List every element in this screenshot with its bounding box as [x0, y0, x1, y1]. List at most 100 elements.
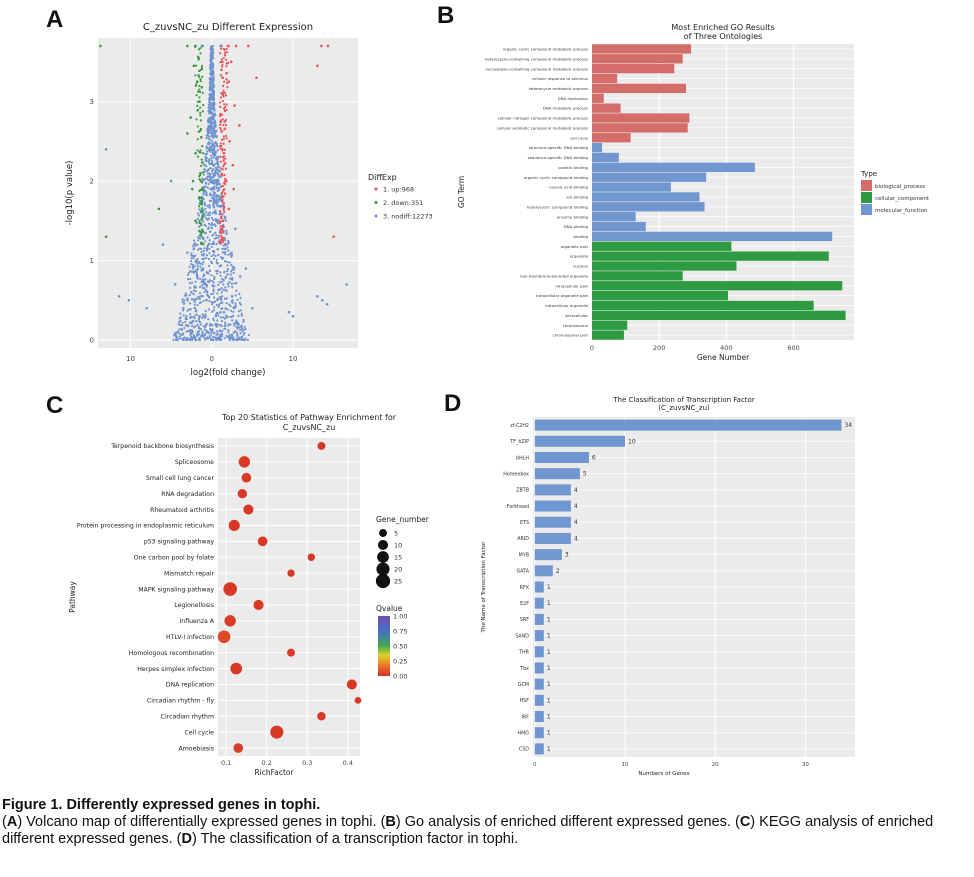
y-tick-label: ARID	[517, 536, 529, 542]
nodiff-point	[239, 296, 242, 299]
nodiff-point	[208, 206, 211, 209]
y-tick-label: zf-C2H2	[510, 423, 529, 429]
y-tick-label: MYB	[519, 552, 529, 558]
color-legend-label: 0.00	[393, 673, 407, 681]
nodiff-point	[183, 299, 186, 302]
nodiff-point	[231, 276, 234, 280]
nodiff-point	[238, 336, 242, 339]
nodiff-point	[218, 204, 221, 208]
nodiff-point	[212, 242, 216, 245]
nodiff-point	[216, 292, 219, 295]
nodiff-point	[202, 173, 205, 176]
go-bar	[592, 93, 604, 103]
nodiff-point	[205, 136, 208, 140]
down-point	[199, 111, 202, 114]
nodiff-point	[226, 243, 229, 246]
nodiff-point	[216, 145, 219, 148]
nodiff-point	[185, 330, 188, 333]
nodiff-point	[202, 268, 205, 271]
down-point	[200, 230, 204, 234]
nodiff-point	[201, 333, 204, 336]
nodiff-point	[212, 101, 215, 104]
down-point	[201, 91, 204, 94]
up-point	[221, 84, 225, 87]
down-point	[194, 219, 197, 223]
nodiff-point	[208, 334, 211, 338]
legend-key	[861, 192, 872, 203]
nodiff-point	[203, 316, 207, 319]
y-tick-label: GATA	[517, 569, 530, 575]
nodiff-point	[239, 325, 242, 328]
down-point	[201, 189, 204, 192]
nodiff-point	[194, 259, 198, 262]
down-point	[199, 151, 202, 154]
nodiff-point	[235, 323, 239, 326]
y-tick-label: cell cycle	[570, 135, 589, 140]
legend-title: DiffExp	[368, 173, 397, 182]
nodiff-point	[202, 220, 205, 223]
nodiff-point	[211, 65, 215, 68]
color-legend-title: Qvalue	[376, 604, 403, 613]
up-point	[255, 76, 258, 80]
nodiff-point	[220, 264, 223, 267]
nodiff-point	[211, 223, 215, 226]
nodiff-point	[215, 156, 219, 159]
nodiff-point	[215, 258, 218, 262]
down-point	[196, 104, 199, 107]
nodiff-point	[203, 185, 207, 188]
nodiff-point	[176, 338, 179, 341]
y-tick-label: p53 signaling pathway	[144, 539, 215, 546]
y-tick-label: organelle	[570, 254, 589, 259]
x-tick-label: 10	[126, 355, 135, 363]
y-tick-label: THR	[518, 650, 530, 656]
nodiff-point	[225, 335, 229, 338]
nodiff-point	[222, 256, 225, 260]
nodiff-point	[237, 314, 240, 317]
nodiff-point	[222, 310, 226, 314]
nodiff-point	[215, 158, 218, 161]
down-point	[201, 206, 204, 210]
nodiff-point	[209, 180, 212, 184]
nodiff-point	[239, 309, 243, 312]
up-point	[222, 188, 225, 191]
y-axis-label: -log10(p value)	[65, 161, 75, 226]
nodiff-point	[226, 239, 230, 242]
nodiff-point	[208, 296, 211, 299]
nodiff-point	[210, 260, 213, 263]
tf-bar	[534, 549, 562, 561]
nodiff-point	[206, 186, 209, 189]
nodiff-point	[214, 180, 217, 183]
nodiff-point	[181, 321, 184, 324]
up-point	[223, 103, 226, 106]
nodiff-point	[212, 281, 215, 284]
nodiff-point	[227, 335, 230, 339]
nodiff-point	[210, 330, 213, 334]
up-point	[221, 92, 225, 95]
y-tick-label: SRF	[520, 617, 529, 623]
down-point	[198, 221, 201, 225]
go-bar	[592, 310, 846, 320]
nodiff-point	[194, 244, 198, 247]
up-point	[220, 58, 223, 61]
tf-bar	[534, 500, 571, 512]
down-point	[99, 44, 102, 48]
pathway-bubble	[317, 712, 326, 721]
nodiff-point	[219, 337, 222, 340]
up-point	[221, 174, 224, 177]
go-bar	[592, 290, 729, 301]
up-point	[222, 56, 225, 60]
nodiff-point	[216, 219, 219, 222]
down-point	[196, 109, 199, 112]
up-point	[219, 160, 222, 163]
down-point	[199, 174, 202, 177]
nodiff-point	[185, 315, 188, 319]
y-tick-label: Rheumatoid arthritis	[150, 507, 214, 514]
y-axis-label: The Name of Transcription Factor	[481, 541, 487, 634]
nodiff-point	[231, 268, 234, 271]
pathway-bubble	[237, 488, 247, 499]
go-bar	[592, 83, 687, 94]
nodiff-point	[208, 125, 211, 128]
nodiff-point	[191, 267, 194, 270]
nodiff-point	[213, 296, 216, 299]
nodiff-point	[239, 303, 242, 306]
